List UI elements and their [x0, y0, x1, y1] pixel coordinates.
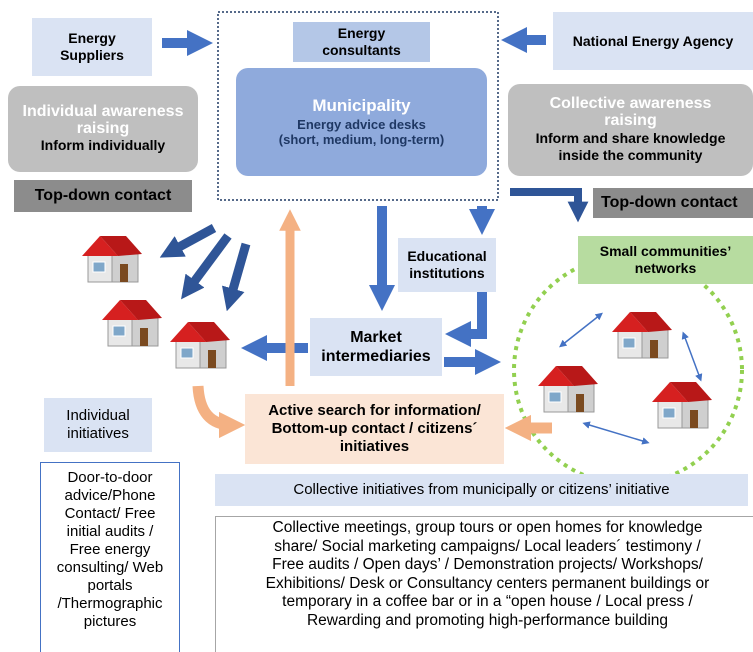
text-line: Door-to-door: [67, 469, 152, 487]
text-line: Contact/ Free: [65, 505, 156, 523]
house: [170, 322, 230, 368]
national-energy-agency: National Energy Agency: [553, 12, 753, 70]
text-line: pictures: [84, 613, 137, 631]
house: [82, 236, 142, 282]
text-line: Market: [350, 328, 402, 347]
text-line: (short, medium, long-term): [279, 132, 444, 148]
text-line: raising: [23, 121, 184, 138]
text-line: Individual: [66, 407, 129, 425]
diagram: EnergySuppliers Energyconsultants Nation…: [0, 0, 753, 652]
text-line: inside the community: [536, 147, 726, 164]
house: [652, 382, 712, 428]
collective-initiatives: Collective initiatives from municipally …: [215, 474, 748, 506]
municipality-title: Municipality: [312, 96, 410, 116]
text-line: initial audits /: [67, 523, 154, 541]
collective-examples: Collective meetings, group tours or open…: [215, 516, 753, 652]
text-line: Exhibitions/ Desk or Consultancy centers…: [266, 575, 710, 594]
municipality-desc: Energy advice desks(short, medium, long-…: [279, 117, 444, 148]
active-search: Active search for information/Bottom-up …: [245, 394, 504, 464]
text-line: /Thermographic: [57, 595, 162, 613]
text-line: Top-down contact: [35, 186, 172, 205]
house: [102, 300, 162, 346]
text-line: initiatives: [67, 425, 129, 443]
text-line: Small communities’: [600, 243, 731, 260]
text-line: temporary in a coffee bar or in a “open …: [282, 593, 693, 612]
text-line: Collective meetings, group tours or open…: [273, 519, 703, 538]
text-line: Suppliers: [60, 47, 124, 64]
text-line: networks: [635, 260, 696, 277]
text-line: share/ Social marketing campaigns/ Local…: [274, 538, 700, 557]
text-line: initiatives: [340, 438, 409, 456]
text-line: Educational: [407, 248, 486, 265]
municipality: Municipality Energy advice desks(short, …: [236, 68, 487, 176]
text-line: Top-down contact: [601, 193, 738, 212]
text-line: Collective initiatives from municipally …: [293, 481, 669, 499]
desc: Inform individually: [41, 137, 165, 154]
text-line: Rewarding and promoting high-performance…: [307, 612, 668, 631]
house: [538, 366, 598, 412]
small-communities: Small communities’networks: [578, 236, 753, 284]
community-circle: [514, 256, 742, 484]
text-line: consultants: [322, 42, 401, 59]
text-line: Collective awareness: [550, 96, 712, 113]
text-line: Inform and share knowledge: [536, 130, 726, 147]
text-line: National Energy Agency: [573, 33, 734, 50]
text-line: Energy: [338, 25, 385, 42]
house: [612, 312, 672, 358]
top-down-right: Top-down contact: [593, 188, 753, 218]
text-line: Individual awareness: [23, 104, 184, 121]
text-line: Energy advice desks: [279, 117, 444, 133]
text-line: Inform individually: [41, 137, 165, 154]
text-line: Free energy: [70, 541, 151, 559]
text-line: institutions: [409, 265, 484, 282]
text-line: raising: [550, 113, 712, 130]
text-line: Energy: [68, 30, 115, 47]
text-line: portals: [87, 577, 132, 595]
text-line: consulting/ Web: [57, 559, 163, 577]
text-line: Active search for information/: [268, 402, 481, 420]
text-line: advice/Phone: [65, 487, 156, 505]
text-line: Bottom-up contact / citizens´: [272, 420, 478, 438]
top-down-left: Top-down contact: [14, 180, 192, 212]
text-line: Free audits / Open days’ / Demonstration…: [272, 556, 703, 575]
text-line: intermediaries: [321, 347, 430, 366]
